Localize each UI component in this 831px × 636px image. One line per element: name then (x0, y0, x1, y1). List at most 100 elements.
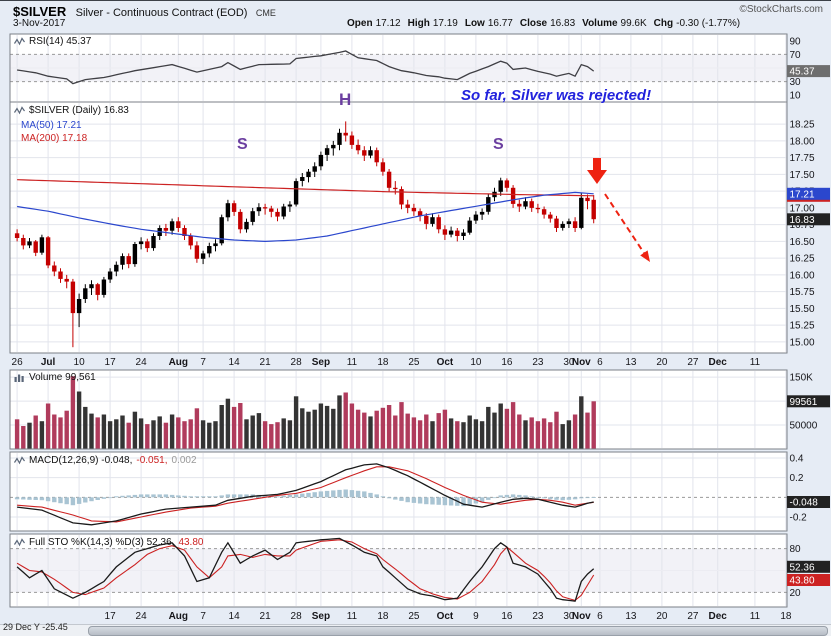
macd-histogram-bar (318, 491, 324, 498)
rejection-callout: So far, Silver was rejected! (461, 87, 652, 104)
macd-histogram-bar (58, 497, 63, 504)
candle-body (318, 154, 324, 167)
x-axis-label: 18 (377, 357, 389, 368)
x-axis-label: 14 (229, 357, 241, 368)
volume-bar (83, 406, 88, 449)
macd-axis-label: 0.2 (790, 473, 804, 484)
axis-badge-value: -0.048 (790, 498, 819, 509)
macd-panel-label-text: MACD(12,26,9) -0.048, -0.051, 0.002 (29, 455, 201, 466)
volume-bar (70, 376, 76, 449)
volume-bar (560, 424, 565, 449)
candle-body (70, 281, 76, 314)
x-axis-label: 27 (687, 357, 699, 368)
candle-body (76, 299, 82, 314)
candle-body (585, 197, 590, 202)
volume-bar (529, 417, 534, 449)
macd-histogram-bar (151, 494, 156, 498)
x-axis-label: Sep (312, 357, 330, 368)
volume-bar (120, 415, 125, 449)
volume-bar (324, 405, 330, 449)
candle-body (436, 217, 441, 230)
macd-histogram-bar (89, 497, 94, 502)
candle-body (132, 244, 138, 265)
price-axis-label: 16.25 (790, 254, 815, 265)
x-axis-label: 30 (563, 357, 575, 368)
candle-body (225, 203, 231, 218)
main-panel (10, 102, 787, 353)
rsi-axis-label: 70 (790, 50, 802, 61)
candle-body (107, 271, 113, 280)
axis-badge (787, 395, 830, 408)
candle-body (300, 177, 305, 181)
volume-bar (318, 403, 324, 449)
candle-body (33, 241, 38, 253)
candle-body (349, 135, 355, 145)
candle-body (169, 221, 175, 231)
volume-bar (554, 411, 559, 449)
macd-histogram-bar (554, 497, 559, 500)
candle-body (572, 221, 578, 228)
indicator-label-segment: Full STO %K(14,3) %D(3) 52.36, (29, 537, 175, 548)
candle-body (368, 150, 373, 156)
macd-histogram-bar (486, 497, 491, 500)
macd-histogram-bar (498, 495, 503, 498)
axis-badge (787, 213, 830, 226)
volume-panel-label-text: Volume 99,561 (29, 372, 96, 383)
candle-body (442, 229, 448, 235)
macd-histogram-bar (163, 494, 169, 498)
symbol: $SILVER (13, 4, 67, 19)
candle-body (362, 150, 367, 156)
candle-body (548, 214, 553, 219)
x-axis-label: 10 (470, 357, 482, 368)
volume-bar (39, 421, 45, 449)
volume-bar (343, 392, 348, 449)
ma200-line (17, 179, 594, 197)
candle-body (27, 241, 32, 246)
candle-body (256, 207, 262, 212)
volume-bar (486, 406, 491, 449)
volume-bar (76, 391, 82, 449)
axis-badge-value: 16.83 (790, 215, 815, 226)
volume-bar (95, 417, 100, 449)
sto-k-line (16, 537, 595, 602)
price-axis-label: 18.25 (790, 120, 815, 131)
price-axis-label: 17.75 (790, 153, 815, 164)
indicator-label-segment: -0.051, (136, 455, 168, 466)
x-axis-label: 11 (347, 357, 358, 368)
right-shoulder-label: S (493, 136, 504, 153)
price-icon (14, 106, 25, 115)
candle-body (293, 181, 299, 205)
rejection-arrow (587, 158, 607, 184)
volume-bar (256, 413, 262, 449)
volume-bar (523, 420, 528, 449)
volume-bar (27, 422, 32, 449)
horizontal-scrollbar-thumb[interactable] (88, 626, 828, 636)
candle-body (269, 208, 274, 212)
candle-body (393, 187, 398, 190)
macd-histogram-bar (287, 495, 293, 498)
volume-bar (169, 414, 175, 449)
projection-arrow-line (604, 193, 645, 254)
macd-histogram-bar (504, 494, 510, 498)
quote-value: 17.19 (432, 18, 458, 29)
quote-value: 16.83 (550, 18, 576, 29)
horizontal-scrollbar-track[interactable] (0, 624, 831, 636)
volume-bar (126, 422, 131, 449)
macd-histogram-bar (411, 497, 417, 503)
volume-bar (337, 395, 342, 449)
macd-panel-border (9, 451, 788, 532)
macd-histogram-bar (324, 490, 330, 498)
macd-axis-label: 0.4 (790, 454, 804, 465)
indicator-label-segment: 0.002 (171, 455, 197, 466)
header-row-2: 3-Nov-2017 Open 17.12 High 17.19 Low 16.77 Clo… (13, 18, 823, 31)
candle-body (45, 237, 51, 266)
price-panel-label-text: $SILVER (Daily) 16.83 (29, 105, 129, 116)
macd-histogram-bar (138, 494, 144, 498)
volume-axis-label: 50000 (790, 421, 818, 432)
volume-bar (287, 420, 293, 449)
macd-histogram-bar (225, 494, 231, 498)
macd-histogram-bar (145, 494, 150, 498)
volume-bar (498, 403, 503, 449)
price-axis-label: 17.00 (790, 203, 815, 214)
axis-badge (787, 560, 830, 573)
